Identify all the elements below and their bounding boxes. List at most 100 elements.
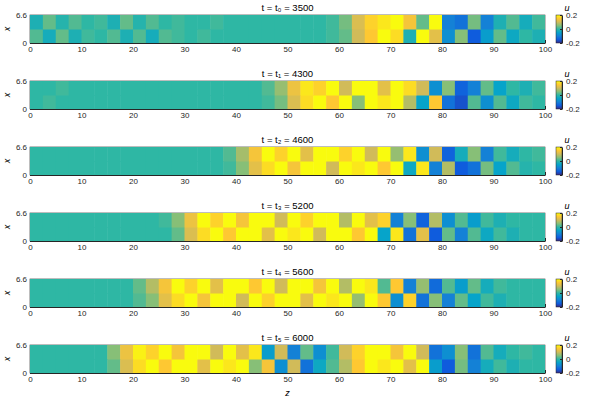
tick-mark: [560, 161, 562, 162]
tick-label: 10: [78, 111, 87, 120]
heatmap-cell: [429, 359, 442, 373]
tick-label: 30: [181, 111, 190, 120]
heatmap-cell: [56, 359, 69, 373]
heatmap-cell: [326, 95, 339, 109]
heatmap-cell: [107, 213, 120, 228]
heatmap-cell: [532, 227, 545, 241]
heatmap-cell: [519, 147, 532, 162]
tick-label: 0: [28, 111, 33, 120]
heatmap-cell: [236, 227, 249, 241]
heatmap-cell: [120, 161, 133, 175]
heatmap-cell: [30, 95, 43, 109]
y-axis-title: x: [2, 26, 12, 32]
heatmap-cell: [107, 95, 120, 109]
heatmap-cell: [197, 227, 210, 241]
heatmap-cell: [236, 161, 249, 175]
heatmap-cell: [236, 81, 249, 96]
tick-mark: [30, 109, 33, 110]
tick-label: 40: [232, 375, 241, 384]
heatmap-cell: [210, 293, 223, 307]
heatmap-cell: [275, 81, 288, 96]
heatmap-cell: [262, 147, 275, 162]
heatmap-cell: [94, 15, 107, 30]
tick-mark: [560, 293, 562, 294]
heatmap-cell: [481, 81, 494, 96]
heatmap-cell: [519, 15, 532, 30]
heatmap-cell: [339, 15, 352, 30]
heatmap-cell: [197, 279, 210, 294]
heatmap-cell: [352, 29, 365, 43]
heatmap-cell: [429, 227, 442, 241]
heatmap-cell: [326, 345, 339, 360]
heatmap-cell: [455, 359, 468, 373]
heatmap-cell: [197, 29, 210, 43]
heatmap-cell: [494, 213, 507, 228]
heatmap-cell: [378, 15, 391, 30]
heatmap-cell: [416, 227, 429, 241]
heatmap-cell: [352, 359, 365, 373]
heatmap-cell: [288, 147, 301, 162]
heatmap-cell: [69, 359, 82, 373]
heatmap-cell: [94, 293, 107, 307]
heatmap-cell: [146, 29, 159, 43]
heatmap-cell: [120, 15, 133, 30]
tick-label: 90: [490, 243, 499, 252]
heatmap-cell: [262, 359, 275, 373]
tick: 0: [560, 223, 571, 232]
heatmap-cell: [275, 29, 288, 43]
tick-label: 80: [438, 177, 447, 186]
heatmap-cell: [94, 29, 107, 43]
tick-mark: [560, 307, 562, 308]
heatmap-cell: [442, 279, 455, 294]
figure: 010203040506070809010006.6t = t₀ = 3500x…: [0, 0, 597, 408]
tick-label: 60: [335, 309, 344, 318]
heatmap-cell: [275, 359, 288, 373]
heatmap-cell: [313, 279, 326, 294]
tick-label: -0.2: [566, 369, 580, 378]
heatmap-cell: [262, 279, 275, 294]
heatmap-cell: [391, 213, 404, 228]
tick-mark: [560, 81, 562, 82]
heatmap-cell: [172, 359, 185, 373]
tick-label: 70: [387, 177, 396, 186]
heatmap-cell: [391, 81, 404, 96]
cell-clip: [30, 345, 545, 373]
tick-label: 40: [232, 177, 241, 186]
heatmap-cell: [94, 227, 107, 241]
tick-label: 0: [28, 177, 33, 186]
heatmap-cell: [249, 293, 262, 307]
heatmap-cell: [107, 161, 120, 175]
heatmap-cell: [416, 15, 429, 30]
heatmap-cell: [416, 95, 429, 109]
tick-label: 30: [181, 309, 190, 318]
heatmap-cell: [365, 279, 378, 294]
heatmap-cell: [133, 95, 146, 109]
heatmap-cell: [288, 161, 301, 175]
heatmap-cell: [223, 227, 236, 241]
heatmap-cell: [69, 95, 82, 109]
heatmap-cell: [326, 293, 339, 307]
heatmap-cell: [210, 279, 223, 294]
heatmap-cell: [94, 81, 107, 96]
tick-mark: [30, 175, 33, 176]
heatmap-cell: [326, 359, 339, 373]
heatmap-cell: [262, 345, 275, 360]
tick-label: 10: [78, 375, 87, 384]
heatmap-cell: [56, 95, 69, 109]
heatmap-cell: [519, 279, 532, 294]
tick: -0.2: [560, 237, 580, 246]
tick-mark: [560, 279, 562, 280]
heatmap-cell: [352, 279, 365, 294]
heatmap-cell: [133, 161, 146, 175]
heatmap-cell: [532, 279, 545, 294]
heatmap-cell: [403, 161, 416, 175]
heatmap-cell: [288, 81, 301, 96]
cells: [30, 147, 545, 175]
heatmap-cell: [300, 293, 313, 307]
heatmap-cell: [107, 81, 120, 96]
heatmap-cell: [378, 213, 391, 228]
tick-label: 60: [335, 375, 344, 384]
tick: -0.2: [560, 105, 580, 114]
tick-label: 60: [335, 243, 344, 252]
heatmap-cell: [481, 161, 494, 175]
